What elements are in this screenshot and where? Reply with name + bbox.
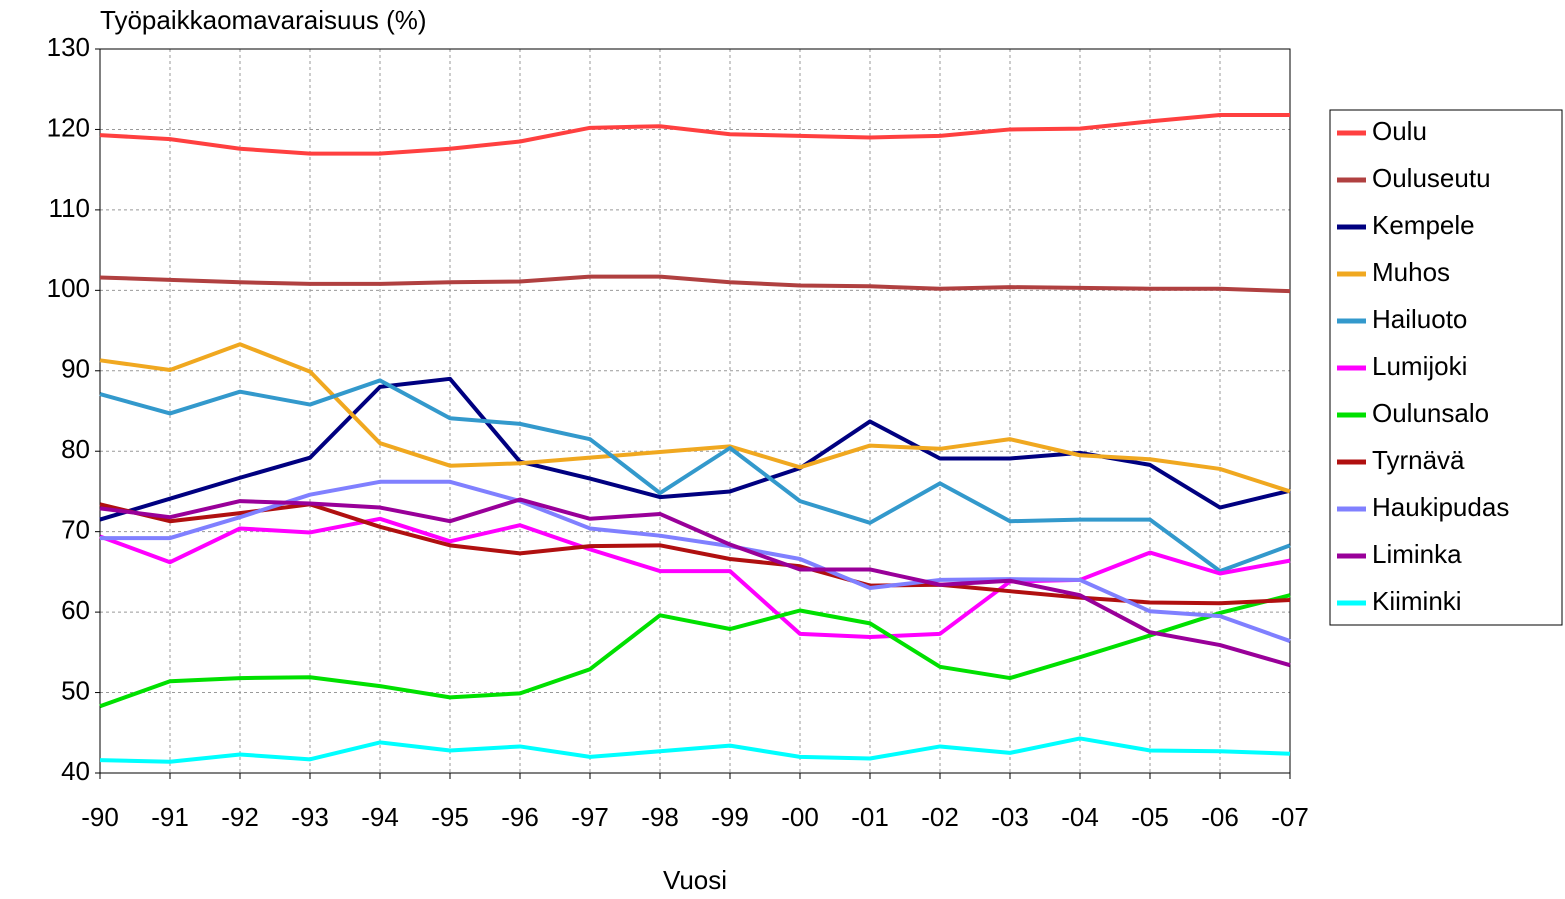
x-axis-label: Vuosi [663,865,727,895]
plot-frame [99,48,1291,774]
y-tick-label: 90 [61,354,90,384]
x-tick-label: -00 [781,802,819,832]
y-tick-label: 110 [49,193,90,223]
y-tick-label: 70 [61,515,90,545]
x-tick-label: -94 [361,802,399,832]
legend-label: Lumijoki [1372,351,1467,381]
legend-label: Ouluseutu [1372,163,1491,193]
x-tick-label: -92 [221,802,259,832]
series-line [99,516,1291,640]
y-tick-label: 40 [61,756,90,786]
legend-label: Hailuoto [1372,304,1467,334]
series-line [99,342,1291,494]
legend-label: Muhos [1372,257,1450,287]
legend-label: Tyrnävä [1372,445,1465,475]
series-line [99,497,1291,668]
x-tick-label: -95 [431,802,469,832]
legend-label: Haukipudas [1372,492,1509,522]
x-tick-label: -01 [851,802,889,832]
series-line [99,593,1291,709]
x-tick-label: -06 [1201,802,1239,832]
x-tick-label: -02 [921,802,959,832]
x-tick-label: -98 [641,802,679,832]
legend-box [1329,109,1563,626]
y-tick-label: 120 [47,112,90,142]
x-tick-label: -04 [1061,802,1099,832]
series-line [99,274,1291,294]
y-tick-label: 60 [61,595,90,625]
series-line [100,479,1291,643]
x-tick-label: -91 [151,802,189,832]
x-tick-label: -03 [991,802,1029,832]
legend-label: Kempele [1372,210,1475,240]
series-line [99,378,1291,574]
x-tick-label: -99 [711,802,749,832]
x-tick-label: -97 [571,802,609,832]
x-tick-label: -07 [1271,802,1309,832]
y-tick-label: 130 [47,32,90,62]
legend-label: Liminka [1372,539,1462,569]
x-tick-label: -90 [81,802,119,832]
legend-label: Kiiminki [1372,586,1462,616]
x-tick-label: -96 [501,802,539,832]
y-tick-label: 80 [61,434,90,464]
legend-label: Oulunsalo [1372,398,1489,428]
legend-label: Oulu [1372,116,1427,146]
y-tick-label: 100 [47,273,90,303]
x-tick-label: -93 [291,802,329,832]
series-line [99,502,1291,606]
series-line [99,112,1290,156]
series-line [99,736,1291,764]
x-tick-label: -05 [1131,802,1169,832]
y-axis-label: Työpaikkaomavaraisuus (%) [100,5,427,35]
y-tick-label: 50 [61,675,90,705]
